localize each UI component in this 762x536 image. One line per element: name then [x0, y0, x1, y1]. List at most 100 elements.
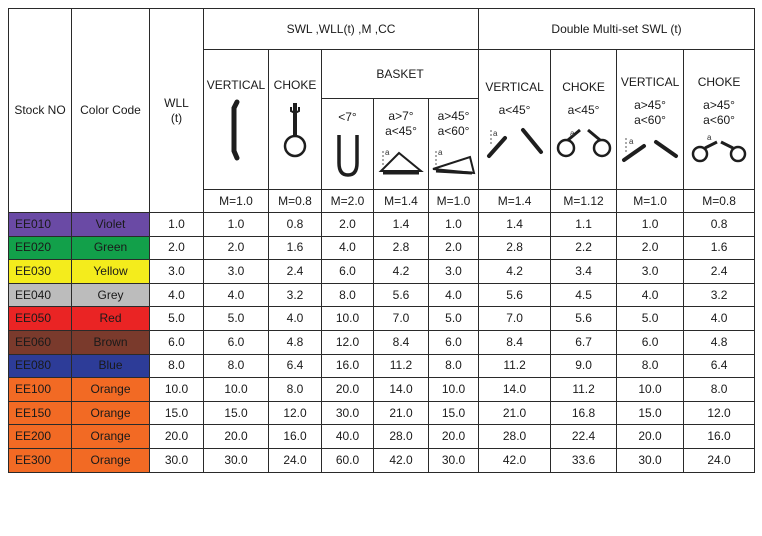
value-cell: 14.0	[373, 377, 429, 402]
value-cell: 6.4	[683, 353, 756, 379]
double-choke-wide-icon: a	[691, 134, 747, 163]
wll-header: WLL (t)	[149, 8, 204, 213]
stock-cell: EE030	[8, 259, 72, 284]
double-vertical-wide-icon: a	[622, 137, 679, 162]
value-cell: 20.0	[203, 424, 269, 449]
value-cell: 2.0	[427, 235, 480, 261]
color-cell: Blue	[71, 353, 150, 379]
stock-no-header: Stock NO	[8, 8, 72, 213]
value-cell: 5.6	[373, 282, 429, 308]
choke-label: CHOKE	[273, 78, 317, 92]
basket-45-60-cell: a>45° a<60° a	[427, 98, 480, 190]
stock-cell: EE200	[8, 424, 72, 449]
color-cell: Orange	[71, 447, 150, 473]
value-cell: 3.0	[427, 259, 480, 284]
value-cell: 12.0	[683, 400, 756, 426]
table-row: EE060 Brown 6.0 6.0 4.8 12.0 8.4 6.0 8.4…	[8, 329, 756, 355]
value-cell: 1.0	[203, 212, 269, 237]
value-cell: 7.0	[373, 306, 429, 331]
value-cell: 1.4	[373, 212, 429, 237]
wll-value: 6.0	[149, 329, 204, 355]
value-cell: 22.4	[550, 424, 618, 449]
color-cell: Orange	[71, 400, 150, 426]
vertical-cell: VERTICAL	[203, 49, 269, 190]
color-cell: Brown	[71, 329, 150, 355]
value-cell: 5.0	[427, 306, 480, 331]
value-cell: 0.8	[268, 212, 322, 237]
value-cell: 2.8	[478, 235, 552, 261]
value-cell: 4.0	[321, 235, 374, 261]
value-cell: 5.0	[203, 306, 269, 331]
value-cell: 4.2	[373, 259, 429, 284]
basket-angle-icon: a	[378, 148, 424, 175]
table-row: EE300 Orange 30.0 30.0 24.0 60.0 42.0 30…	[8, 447, 756, 473]
basket-wide-angle-icon: a	[432, 148, 475, 175]
value-cell: 42.0	[373, 447, 429, 473]
value-cell: 10.0	[616, 377, 685, 402]
double-vertical-angle: a<45°	[498, 102, 531, 117]
m-factor-basket-45-60: M=1.0	[427, 189, 480, 213]
svg-text:a: a	[438, 148, 443, 157]
value-cell: 5.6	[478, 282, 552, 308]
wll-value: 4.0	[149, 282, 204, 308]
value-cell: 0.8	[683, 212, 756, 237]
value-cell: 30.0	[616, 447, 685, 473]
value-cell: 4.0	[203, 282, 269, 308]
m-factor-basket-lt7: M=2.0	[321, 189, 374, 213]
table-row: EE100 Orange 10.0 10.0 8.0 20.0 14.0 10.…	[8, 377, 756, 402]
value-cell: 40.0	[321, 424, 374, 449]
value-cell: 16.0	[321, 353, 374, 379]
basket-7-45-angle: a>7° a<45°	[385, 109, 417, 138]
m-factor-double-choke-wide: M=0.8	[683, 189, 756, 213]
value-cell: 10.0	[203, 377, 269, 402]
value-cell: 8.0	[683, 377, 756, 402]
basket-u-icon	[336, 134, 359, 177]
value-cell: 33.6	[550, 447, 618, 473]
wll-value: 8.0	[149, 353, 204, 379]
table-row: EE010 Violet 1.0 1.0 0.8 2.0 1.4 1.0 1.4…	[8, 212, 756, 237]
double-choke-cell: CHOKE a<45° a	[550, 49, 618, 190]
basket-45-60-angle: a>45° a<60°	[437, 109, 470, 138]
value-cell: 12.0	[268, 400, 322, 426]
value-cell: 4.0	[683, 306, 756, 331]
value-cell: 2.8	[373, 235, 429, 261]
value-cell: 2.4	[683, 259, 756, 284]
value-cell: 16.8	[550, 400, 618, 426]
value-cell: 3.0	[203, 259, 269, 284]
wll-value: 10.0	[149, 377, 204, 402]
value-cell: 3.4	[550, 259, 618, 284]
value-cell: 11.2	[550, 377, 618, 402]
value-cell: 10.0	[427, 377, 480, 402]
value-cell: 30.0	[427, 447, 480, 473]
m-factor-choke: M=0.8	[268, 189, 322, 213]
value-cell: 21.0	[373, 400, 429, 426]
value-cell: 6.7	[550, 329, 618, 355]
value-cell: 2.0	[321, 212, 374, 237]
value-cell: 11.2	[478, 353, 552, 379]
value-cell: 6.0	[321, 259, 374, 284]
value-cell: 4.2	[478, 259, 552, 284]
wll-value: 20.0	[149, 424, 204, 449]
wll-value: 30.0	[149, 447, 204, 473]
color-cell: Green	[71, 235, 150, 261]
wll-value: 2.0	[149, 235, 204, 261]
double-vertical-wide-label: VERTICAL	[620, 75, 680, 89]
double-choke-wide-angle: a>45° a<60°	[703, 98, 735, 127]
svg-text:a: a	[570, 129, 575, 138]
value-cell: 15.0	[427, 400, 480, 426]
stock-cell: EE010	[8, 212, 72, 237]
swl-group-header: SWL ,WLL(t) ,M ,CC	[202, 8, 480, 50]
color-cell: Red	[71, 306, 150, 331]
stock-cell: EE150	[8, 400, 72, 426]
value-cell: 8.0	[321, 282, 374, 308]
double-vertical-wide-angle: a>45° a<60°	[634, 98, 666, 127]
value-cell: 6.4	[268, 353, 322, 379]
table-row: EE030 Yellow 3.0 3.0 2.4 6.0 4.2 3.0 4.2…	[8, 259, 756, 284]
stock-cell: EE300	[8, 447, 72, 473]
value-cell: 2.0	[203, 235, 269, 261]
value-cell: 4.5	[550, 282, 618, 308]
vertical-label: VERTICAL	[206, 78, 266, 92]
value-cell: 8.0	[268, 377, 322, 402]
stock-cell: EE040	[8, 282, 72, 308]
value-cell: 5.0	[616, 306, 685, 331]
